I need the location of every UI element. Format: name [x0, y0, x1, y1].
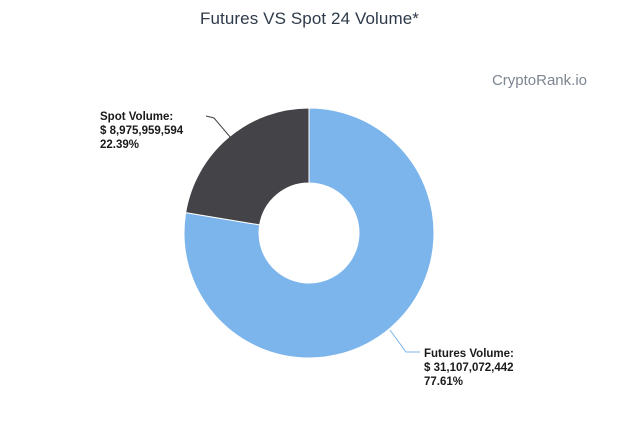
data-label-futures-volume-value: $ 31,107,072,442 [424, 362, 514, 374]
cryptorank-watermark: CryptoRank.io [491, 72, 587, 89]
slice-spot-volume[interactable] [185, 107, 310, 226]
data-label-futures-volume-name: Futures Volume: [424, 348, 514, 360]
chart-title: Futures VS Spot 24 Volume* [199, 9, 419, 28]
connector-futures-volume [389, 329, 420, 353]
data-label-spot-volume-value: $ 8,975,959,594 [100, 125, 184, 137]
connector-spot-volume [205, 115, 232, 139]
data-label-spot-volume-percent: 22.39% [100, 139, 139, 151]
slice-futures-volume[interactable] [183, 107, 435, 359]
data-label-spot-volume-name: Spot Volume: [100, 111, 173, 123]
data-label-futures-volume-percent: 77.61% [424, 376, 463, 388]
